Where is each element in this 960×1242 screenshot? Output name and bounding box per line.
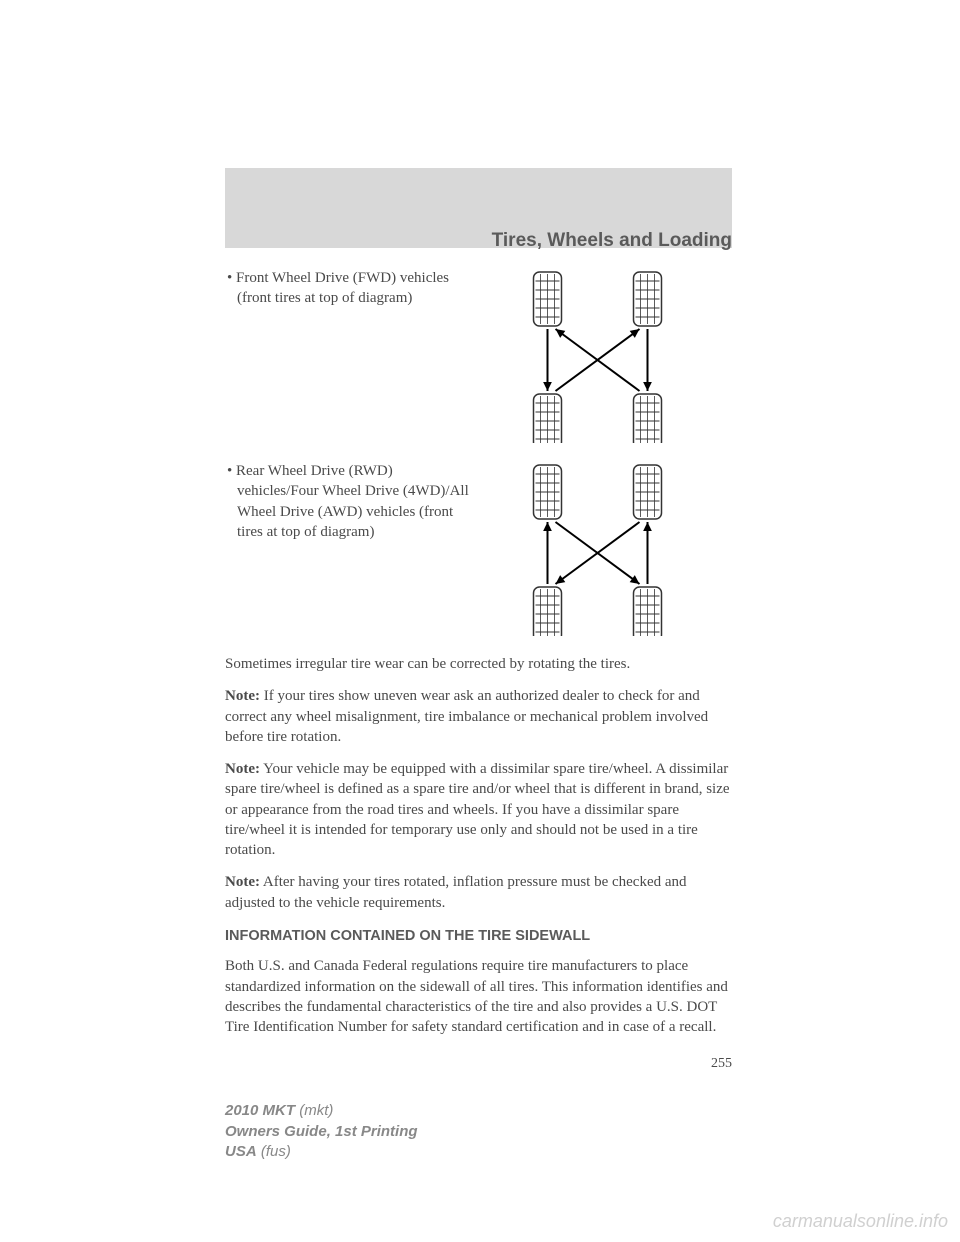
note-2-text: Your vehicle may be equipped with a diss… xyxy=(225,761,730,858)
footer-model-code: (mkt) xyxy=(295,1102,333,1119)
footer-guide: Owners Guide, 1st Printing xyxy=(225,1122,418,1142)
note-3-text: After having your tires rotated, inflati… xyxy=(225,874,687,910)
footer-region-code: (fus) xyxy=(257,1143,291,1160)
page-number: 255 xyxy=(225,1055,732,1074)
watermark: carmanualsonline.info xyxy=(773,1211,948,1232)
body-paragraph-2: Both U.S. and Canada Federal regulations… xyxy=(225,956,732,1037)
page-content: Front Wheel Drive (FWD) vehicles (front … xyxy=(225,268,732,1074)
tire-rotation-diagram-rwd xyxy=(500,461,695,636)
footer: 2010 MKT (mkt) Owners Guide, 1st Printin… xyxy=(225,1101,418,1162)
tire-rotation-diagram-fwd xyxy=(500,268,695,443)
footer-model: 2010 MKT xyxy=(225,1102,295,1119)
note-1: Note: If your tires show uneven wear ask… xyxy=(225,686,732,747)
bullet-fwd-text: Front Wheel Drive (FWD) vehicles (front … xyxy=(225,268,470,443)
note-1-text: If your tires show uneven wear ask an au… xyxy=(225,688,708,745)
note-2-label: Note: xyxy=(225,761,260,777)
bullet-rwd-text: Rear Wheel Drive (RWD) vehicles/Four Whe… xyxy=(225,461,470,636)
sidewall-heading: INFORMATION CONTAINED ON THE TIRE SIDEWA… xyxy=(225,927,732,947)
bullet-rwd: Rear Wheel Drive (RWD) vehicles/Four Whe… xyxy=(225,461,732,636)
note-3: Note: After having your tires rotated, i… xyxy=(225,872,732,913)
bullet-fwd: Front Wheel Drive (FWD) vehicles (front … xyxy=(225,268,732,443)
section-title: Tires, Wheels and Loading xyxy=(492,230,732,252)
note-3-label: Note: xyxy=(225,874,260,890)
note-1-label: Note: xyxy=(225,688,260,704)
footer-region: USA xyxy=(225,1143,257,1160)
body-paragraph-1: Sometimes irregular tire wear can be cor… xyxy=(225,654,732,674)
note-2: Note: Your vehicle may be equipped with … xyxy=(225,759,732,860)
